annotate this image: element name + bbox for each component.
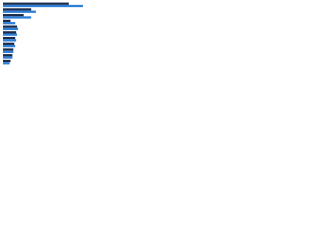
bar — [3, 31, 17, 34]
bar — [3, 25, 18, 28]
bar — [3, 54, 13, 57]
bar — [3, 2, 69, 5]
bar — [3, 44, 16, 48]
bar — [3, 36, 16, 40]
bar — [3, 10, 36, 13]
bar — [3, 48, 14, 51]
bar — [3, 19, 11, 23]
bar — [3, 22, 16, 25]
bar — [3, 56, 13, 59]
bar — [3, 42, 15, 45]
bar — [3, 27, 19, 31]
bar — [3, 8, 32, 11]
bar — [3, 4, 83, 8]
bar — [3, 62, 10, 65]
bar — [3, 14, 24, 17]
bar — [3, 50, 14, 53]
bar — [3, 39, 17, 42]
bar — [3, 16, 32, 19]
bar — [3, 59, 11, 63]
chart — [3, 2, 83, 65]
bar — [3, 33, 18, 36]
